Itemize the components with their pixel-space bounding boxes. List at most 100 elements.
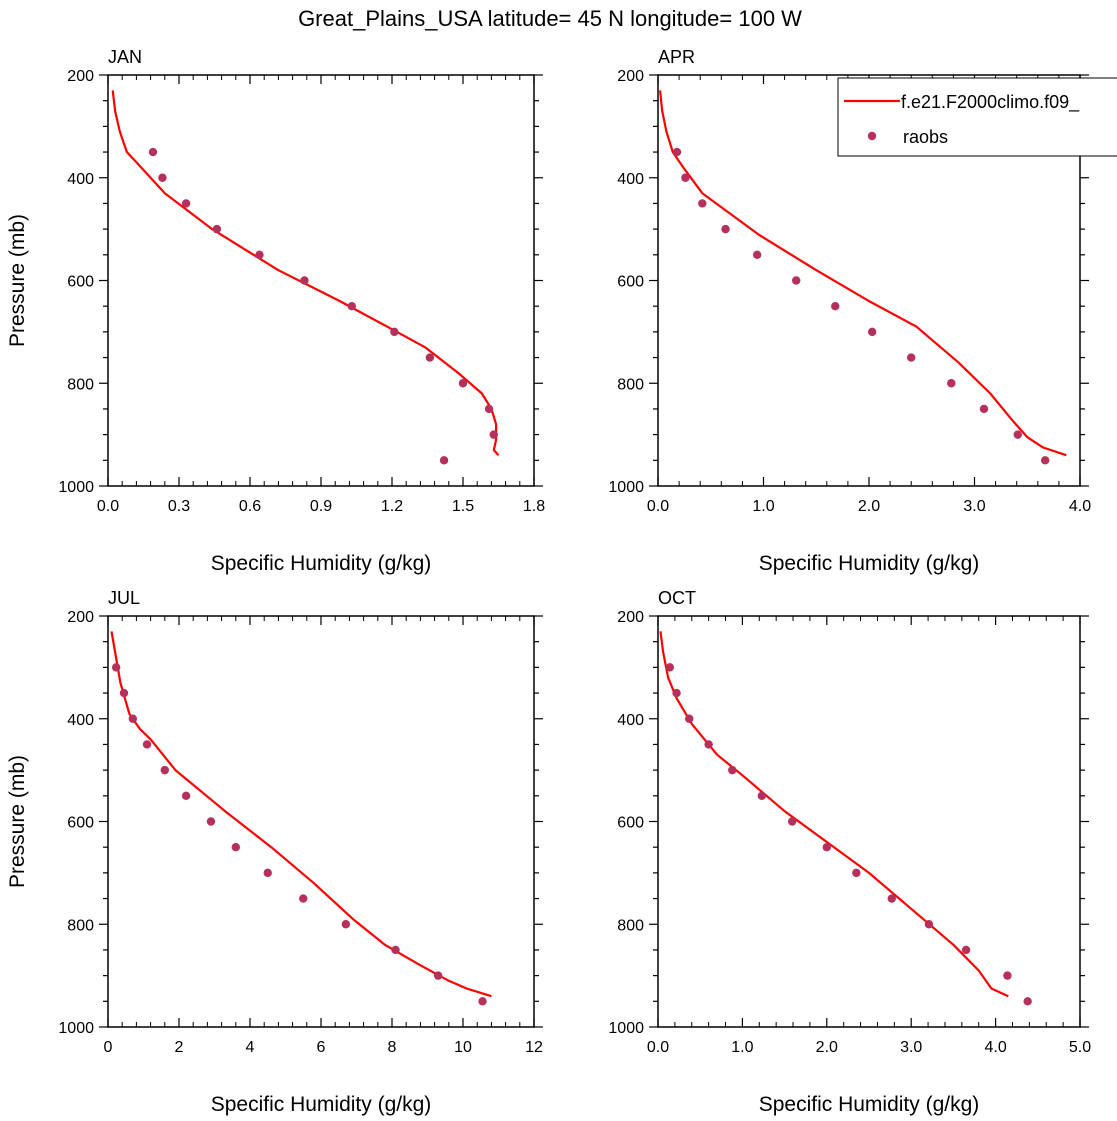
raobs-point [757,791,767,801]
y-tick-label: 600 [67,274,94,291]
raobs-point [231,842,240,852]
x-tick-label: 10 [454,1039,472,1056]
legend-box [837,77,1117,157]
x-axis-label: Specific Humidity (g/kg) [759,552,980,575]
raobs-point [160,765,169,775]
raobs-point [1040,456,1050,465]
plot-frame [657,615,1081,1028]
x-tick-label: 1.0 [752,498,774,515]
x-tick-label: 0.3 [168,498,190,515]
y-tick-label: 400 [617,171,644,188]
x-tick-label: 0 [104,1039,113,1056]
chart-panel-jan: 0.0 0.3 0.6 0.9 1.2 1.5 1.8 200 400 600 800 1000 JAN… [6,47,545,575]
panel-label: JAN [108,47,142,67]
plot-frame [107,615,535,1028]
raobs-point [867,327,877,337]
raobs-point [458,379,468,388]
raobs-point [158,173,167,182]
panel-label: APR [658,47,695,67]
raobs-point [181,199,191,208]
raobs-point [792,276,801,285]
raobs-point [263,868,272,878]
y-tick-label: 1000 [608,479,644,496]
model-profile-line [110,631,492,998]
x-tick-label: 0.6 [239,498,261,515]
y-tick-label: 200 [67,609,94,626]
x-tick-label: 1.0 [731,1039,753,1056]
raobs-point [119,688,129,698]
legend-marker-swatch [867,131,877,141]
raobs-point [752,250,762,260]
raobs-point [961,945,971,955]
x-tick-label: 0.0 [647,1039,669,1056]
raobs-point [341,920,351,929]
raobs-point [347,301,356,311]
raobs-point [484,404,494,414]
x-tick-label: 0.9 [310,498,332,515]
legend-label: f.e21.F2000climo.f09_ [901,92,1080,113]
raobs-point [212,224,222,234]
raobs-point [148,147,158,157]
raobs-point [704,740,713,749]
x-tick-label: 2.0 [858,498,880,515]
x-tick-label: 4 [246,1039,255,1056]
raobs-point [255,250,264,260]
y-axis-label: Pressure (mb) [6,214,29,347]
y-tick-label: 200 [67,68,94,85]
raobs-point [665,663,675,672]
x-tick-label: 1.5 [452,498,474,515]
raobs-point [300,276,309,285]
raobs-point [433,971,443,980]
raobs-point [181,791,191,801]
legend-label: raobs [903,127,948,147]
raobs-point [787,817,797,826]
x-tick-label: 0.0 [97,498,119,515]
raobs-point [672,147,682,157]
panel-label: OCT [658,588,696,608]
raobs-point [1013,430,1022,439]
x-tick-label: 4.0 [1069,498,1091,515]
raobs-point [924,920,934,929]
y-tick-label: 200 [617,609,644,626]
y-tick-label: 400 [617,712,644,729]
raobs-point [206,817,216,826]
x-tick-label: 3.0 [963,498,985,515]
x-tick-label: 1.2 [381,498,403,515]
raobs-point [439,456,449,465]
raobs-point [390,327,399,337]
chart-panel-oct: 0.0 1.0 2.0 3.0 4.0 5.0 200 400 600 800 1000 OCT Spe… [608,588,1091,1116]
raobs-point [822,842,831,852]
y-tick-label: 400 [67,171,94,188]
legend: f.e21.F2000climo.f09_raobs [837,77,1117,157]
raobs-point [721,224,730,234]
raobs-point [698,199,707,208]
raobs-point [425,353,435,362]
model-profile-line [659,90,1067,457]
y-tick-label: 600 [617,274,644,291]
y-tick-label: 800 [67,917,94,934]
x-tick-label: 2 [175,1039,184,1056]
plot-frame [107,74,535,487]
x-tick-label: 12 [525,1039,543,1056]
raobs-point [1003,971,1012,980]
figure-title: Great_Plains_USA latitude= 45 N longitud… [298,6,802,31]
raobs-point [685,714,694,723]
raobs-point [478,997,487,1006]
x-axis-label: Specific Humidity (g/kg) [759,1093,980,1116]
x-tick-label: 5.0 [1069,1039,1091,1056]
raobs-point [672,688,681,698]
x-tick-label: 0.0 [647,498,669,515]
raobs-point [852,868,861,878]
x-tick-label: 4.0 [984,1039,1006,1056]
x-axis-label: Specific Humidity (g/kg) [211,552,432,575]
chart-panel-jul: 0 2 4 6 8 10 12 200 400 600 800 1000 JUL Specific Hum… [6,588,543,1116]
raobs-point [681,173,690,182]
y-tick-label: 400 [67,712,94,729]
raobs-point [128,714,138,723]
y-tick-label: 600 [67,815,94,832]
x-tick-label: 8 [388,1039,397,1056]
model-profile-line [111,90,500,456]
raobs-point [887,894,896,903]
raobs-point [142,740,152,749]
